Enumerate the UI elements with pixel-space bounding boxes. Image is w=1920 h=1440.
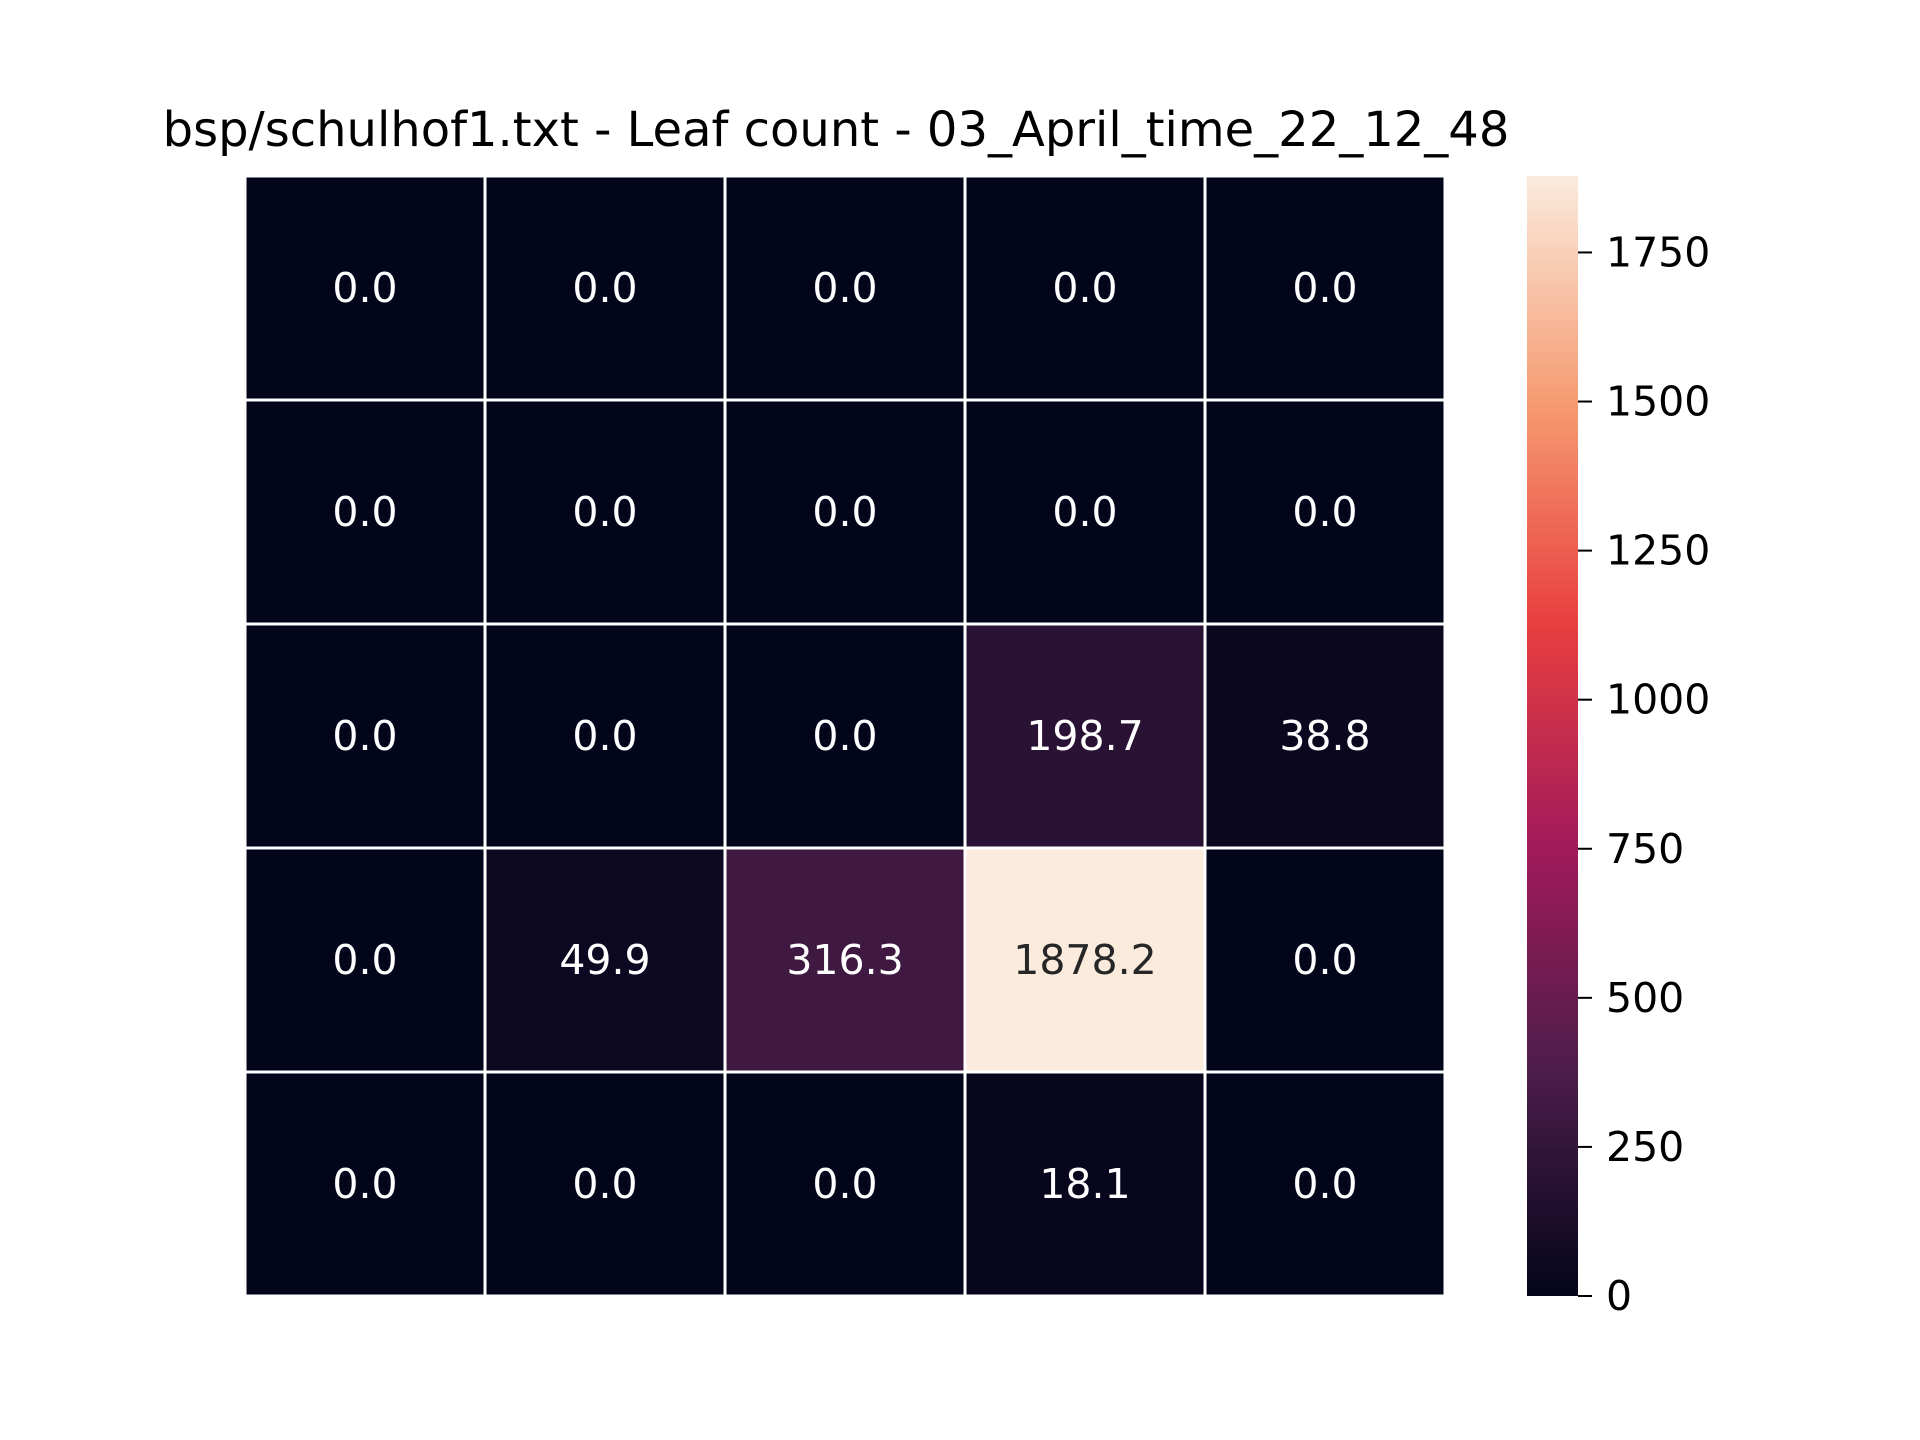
heatmap-cell-label-r2-c3: 198.7 — [1026, 712, 1143, 760]
heatmap-cell-r3-c4 — [1203, 846, 1447, 1074]
heatmap-cell-label-r0-c2: 0.0 — [812, 264, 877, 312]
colorbar-gradient — [1527, 176, 1578, 1296]
heatmap-cell-r3-c0 — [243, 846, 487, 1074]
heatmap-cell-label-r2-c4: 38.8 — [1279, 712, 1370, 760]
heatmap-cell-r2-c4 — [1203, 622, 1447, 850]
colorbar-tick-label-1750: 1750 — [1606, 228, 1710, 276]
heatmap-cell-r4-c0 — [243, 1070, 487, 1298]
heatmap-cell-r0-c2 — [723, 174, 967, 402]
colorbar-tick-label-0: 0 — [1606, 1272, 1632, 1320]
colorbar-tick-label-1000: 1000 — [1606, 676, 1710, 724]
heatmap-cell-label-r3-c3: 1878.2 — [1013, 936, 1156, 984]
heatmap-cell-r2-c1 — [483, 622, 727, 850]
heatmap-cell-r1-c2 — [723, 398, 967, 626]
chart-title: bsp/schulhof1.txt - Leaf count - 03_Apri… — [163, 102, 1510, 158]
heatmap-cell-r1-c0 — [243, 398, 487, 626]
colorbar-tick-label-750: 750 — [1606, 825, 1684, 873]
heatmap-cell-label-r2-c1: 0.0 — [572, 712, 637, 760]
heatmap-cell-r0-c0 — [243, 174, 487, 402]
heatmap-cell-r2-c3 — [963, 622, 1207, 850]
colorbar-tick-label-1250: 1250 — [1606, 527, 1710, 575]
heatmap-cell-label-r0-c3: 0.0 — [1052, 264, 1117, 312]
heatmap-cell-label-r0-c0: 0.0 — [332, 264, 397, 312]
heatmap-cell-r3-c2 — [723, 846, 967, 1074]
heatmap-grid: 0.0 0.0 0.0 0.0 0.0 0.0 0.0 0.0 0.0 0.0 0.0 0.0 0.0 1… — [243, 174, 1447, 1298]
heatmap-cell-label-r4-c2: 0.0 — [812, 1160, 877, 1208]
heatmap-cell-label-r4-c1: 0.0 — [572, 1160, 637, 1208]
heatmap-cell-label-r2-c2: 0.0 — [812, 712, 877, 760]
heatmap-cell-r4-c1 — [483, 1070, 727, 1298]
heatmap-cell-label-r1-c4: 0.0 — [1292, 488, 1357, 536]
heatmap-cell-label-r1-c3: 0.0 — [1052, 488, 1117, 536]
colorbar: 0 250 500 750 1000 1250 1500 1750 — [1527, 176, 1710, 1320]
heatmap-cell-label-r3-c2: 316.3 — [786, 936, 903, 984]
heatmap-cell-r4-c4 — [1203, 1070, 1447, 1298]
colorbar-tick-label-250: 250 — [1606, 1123, 1684, 1171]
heatmap-cell-r3-c3 — [963, 846, 1207, 1074]
heatmap-cell-label-r4-c4: 0.0 — [1292, 1160, 1357, 1208]
heatmap-cell-r4-c2 — [723, 1070, 967, 1298]
heatmap-cell-r2-c2 — [723, 622, 967, 850]
heatmap-cell-label-r1-c1: 0.0 — [572, 488, 637, 536]
heatmap-cell-label-r0-c1: 0.0 — [572, 264, 637, 312]
heatmap-cell-r0-c4 — [1203, 174, 1447, 402]
heatmap-cell-r1-c4 — [1203, 398, 1447, 626]
heatmap-cell-label-r1-c0: 0.0 — [332, 488, 397, 536]
colorbar-tick-label-500: 500 — [1606, 974, 1684, 1022]
heatmap-cell-label-r3-c0: 0.0 — [332, 936, 397, 984]
heatmap-cell-label-r1-c2: 0.0 — [812, 488, 877, 536]
heatmap-cell-label-r0-c4: 0.0 — [1292, 264, 1357, 312]
heatmap-cell-label-r3-c4: 0.0 — [1292, 936, 1357, 984]
heatmap-cell-label-r4-c3: 18.1 — [1039, 1160, 1130, 1208]
heatmap-cell-r3-c1 — [483, 846, 727, 1074]
heatmap-cell-label-r3-c1: 49.9 — [559, 936, 650, 984]
heatmap-cell-label-r4-c0: 0.0 — [332, 1160, 397, 1208]
colorbar-tick-label-1500: 1500 — [1606, 378, 1710, 426]
colorbar-ticks: 0 250 500 750 1000 1250 1500 1750 — [1578, 228, 1710, 1320]
heatmap-cell-r0-c1 — [483, 174, 727, 402]
heatmap-cell-label-r2-c0: 0.0 — [332, 712, 397, 760]
heatmap-cell-r0-c3 — [963, 174, 1207, 402]
